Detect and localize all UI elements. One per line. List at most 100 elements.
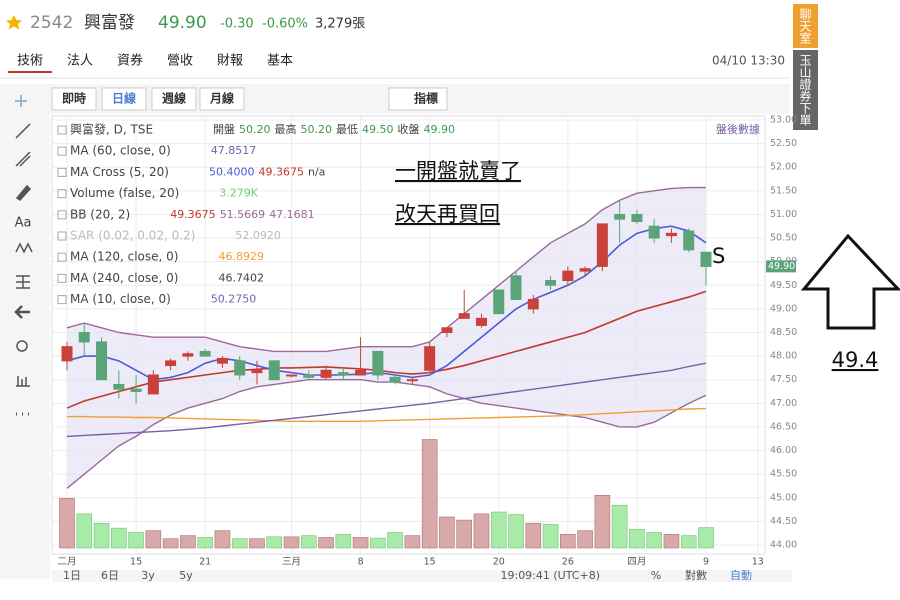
zoom-tool[interactable] [16, 340, 28, 352]
volume-bar [594, 494, 611, 549]
back-tool[interactable] [14, 305, 30, 319]
volume-bar [59, 498, 75, 549]
change: -0.30 [220, 17, 254, 32]
tab[interactable]: 技術 [17, 54, 43, 69]
toolbar-button[interactable] [388, 87, 448, 111]
y-tick-label: 48.00 [770, 351, 797, 362]
up-arrow [800, 233, 900, 330]
range-button[interactable]: 5y [179, 569, 193, 582]
line-tool[interactable] [15, 123, 31, 139]
indicator-value: 3.279K [219, 187, 258, 200]
volume-bar [508, 514, 524, 549]
volume-bar [629, 529, 645, 549]
annotation: 改天再買回 [395, 202, 500, 226]
y-tick-label: 48.50 [770, 327, 797, 338]
volume-bar [663, 534, 680, 549]
measure-tool[interactable] [16, 275, 30, 289]
candle-body [130, 388, 142, 393]
candle-body [527, 298, 539, 310]
candle-body [475, 317, 487, 326]
candle-body [579, 268, 591, 272]
indicator-legend: 興富發, D, TSE 開盤 50.20 最高 50.20 最低 49.50 收盤 49.90M… [57, 122, 455, 306]
indicator-value: 46.8929 [218, 250, 264, 263]
x-tick-label: 20 [493, 557, 505, 568]
toolbar-button[interactable] [51, 87, 97, 111]
tab[interactable]: 法人 [67, 54, 93, 69]
change-pct: -0.60% [262, 17, 308, 32]
candle-body [424, 346, 436, 371]
indicator-line [66, 290, 707, 409]
tab[interactable]: 資券 [117, 53, 143, 69]
candle-body [199, 350, 211, 357]
fib-tool[interactable] [15, 151, 31, 167]
chart-type-tool[interactable] [16, 376, 30, 387]
tabs: 技術 法人 資券 營收 財報 基本 [17, 53, 293, 69]
range-button[interactable]: 1日 [63, 569, 81, 582]
favorite-star[interactable] [6, 15, 22, 30]
range-button[interactable]: 3y [141, 569, 155, 582]
candle-body [286, 374, 298, 377]
x-tick-label: 15 [130, 557, 142, 568]
auto-toggle[interactable]: 自動 [730, 568, 752, 582]
y-tick-label: 52.00 [770, 162, 797, 173]
after-hours-link[interactable]: 盤後數據 [716, 122, 760, 136]
volume-bar [93, 522, 110, 549]
x-tick-label: 15 [424, 557, 436, 568]
indicator-label: MA (60, close, 0) [70, 144, 171, 158]
tab[interactable]: 財報 [217, 54, 243, 69]
volume-bar [231, 538, 248, 549]
crosshair-tool[interactable] [15, 95, 27, 107]
stock-name: 興富發 [84, 13, 135, 33]
candle-body [216, 357, 228, 364]
candle-body [406, 379, 418, 382]
tab[interactable]: 營收 [167, 54, 193, 69]
pattern-tool[interactable] [15, 242, 33, 254]
indicator-value: 50.4000 [209, 165, 255, 178]
candle-body [78, 332, 90, 343]
percent-toggle[interactable]: % [651, 569, 661, 582]
toolbar-button[interactable] [101, 87, 147, 111]
indicator-label: SAR (0.02, 0.02, 0.2) [70, 229, 195, 243]
volume-bar [300, 535, 317, 549]
legend-icon [57, 146, 67, 156]
y-tick-label: 50.50 [770, 233, 797, 244]
volume-bar [318, 537, 334, 549]
candle-body [562, 270, 574, 282]
toolbar-button[interactable] [199, 87, 245, 111]
toolbar-label: 週線 [162, 91, 186, 106]
legend-icon [57, 252, 67, 262]
legend-icon [57, 167, 67, 177]
candle-body [596, 223, 608, 267]
indicator-value: 49.3675 [258, 165, 304, 178]
y-tick-label: 52.50 [770, 138, 797, 149]
indicator-line [67, 407, 707, 422]
toolbar-button[interactable] [151, 87, 197, 111]
y-tick-label: 47.50 [770, 374, 797, 385]
tab[interactable]: 基本 [267, 54, 293, 69]
candle-body [510, 275, 522, 300]
volume-bar [490, 511, 507, 549]
order-label: 玉山證券下單 [798, 54, 812, 126]
candle-body [234, 360, 246, 376]
x-tick-label: 四月 [627, 557, 646, 568]
legend-icon [57, 273, 67, 283]
indicator-value: 最低 [336, 123, 358, 136]
indicator-label: MA (120, close, 0) [70, 250, 178, 264]
legend-icon [57, 295, 67, 305]
candle-body [700, 251, 712, 267]
range-button[interactable]: 6日 [101, 569, 119, 582]
log-toggle[interactable]: 對數 [685, 568, 707, 582]
x-tick-label: 9 [703, 557, 709, 568]
brush-tool[interactable] [15, 184, 32, 201]
candle-body [614, 213, 626, 220]
indicator-value: 最高 [275, 122, 297, 136]
toolbar-buttons: 即時 日線 週線 月線 指標 [51, 87, 448, 111]
text-tool[interactable]: Aa [15, 216, 32, 231]
order-tab[interactable] [793, 50, 818, 130]
volume-bar [473, 513, 490, 549]
tool-icons [14, 95, 33, 416]
x-tick-label: 13 [752, 557, 764, 568]
candle-body [147, 374, 159, 395]
chat-tab[interactable] [793, 4, 818, 48]
volume-bar [76, 513, 93, 549]
